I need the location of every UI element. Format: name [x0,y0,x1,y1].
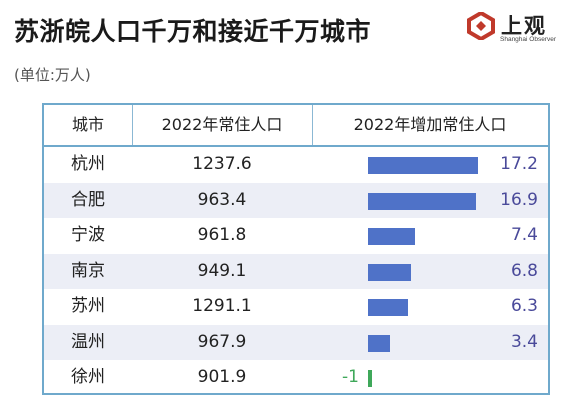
shanghai-observer-logo-icon [467,12,495,40]
logo-name-en: Shanghai Observer [500,36,557,43]
city-name: 苏州 [71,296,105,316]
header-divider [312,105,313,145]
population-value: 963.4 [197,189,247,210]
increase-label: 6.3 [510,296,538,316]
increase-label: 3.4 [510,331,538,352]
header-divider [132,105,133,145]
table-row: 苏州 1291.1 6.3 [44,289,548,324]
city-name: 徐州 [71,367,105,387]
increase-label: 17.2 [500,154,538,174]
city-name: 合肥 [71,189,105,210]
increase-bar [368,157,478,174]
table-row: 宁波 961.8 7.4 [44,218,548,253]
column-header-increase: 2022年增加常住人口 [353,115,507,134]
increase-label: -1 [342,367,359,387]
population-value: 1291.1 [192,296,252,316]
unit-note: (单位:万人) [14,66,91,84]
page-title: 苏浙皖人口千万和接近千万城市 [14,17,372,46]
increase-label: 16.9 [500,189,538,210]
city-name: 南京 [71,260,105,281]
column-header-city: 城市 [71,115,104,134]
increase-label: 7.4 [510,225,538,245]
population-value: 901.9 [197,367,247,387]
table-row: 杭州 1237.6 17.2 [44,147,548,182]
population-value: 949.1 [197,260,247,281]
header-rule [44,145,548,147]
logo-name-cn: 上观 [501,14,547,38]
population-table: 城市 2022年常住人口 2022年增加常住人口 杭州 1237.6 17.2 合肥 9… [42,103,550,395]
table-row: 合肥 963.4 16.9 [44,182,548,218]
increase-bar [368,228,416,245]
city-name: 宁波 [71,225,105,245]
city-name: 杭州 [71,154,105,174]
column-header-population: 2022年常住人口 [161,115,283,134]
city-name: 温州 [71,331,105,352]
table-row: 徐州 901.9 -1 [44,360,548,395]
population-value: 961.8 [197,225,247,245]
publisher-logo: 上观 Shanghai Observer [467,8,567,50]
decrease-bar [368,370,372,387]
table-row: 南京 949.1 6.8 [44,253,548,289]
increase-bar [368,263,412,281]
increase-bar [368,299,409,316]
table-row: 温州 967.9 3.4 [44,324,548,360]
population-value: 967.9 [197,331,247,352]
increase-label: 6.8 [510,260,538,281]
increase-bar [368,334,390,352]
increase-bar [368,192,477,210]
population-value: 1237.6 [192,154,252,174]
